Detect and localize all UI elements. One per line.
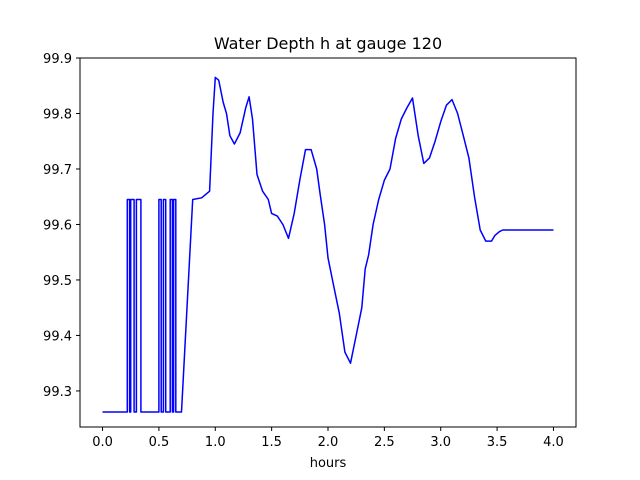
y-tick-label: 99.6 xyxy=(43,218,72,233)
x-tick-label: 1.0 xyxy=(205,435,226,450)
y-tick-label: 99.5 xyxy=(43,274,72,289)
y-tick-label: 99.4 xyxy=(43,329,72,344)
x-axis: 0.0 0.5 1.0 1.5 2.0 2.5 3.0 3.5 4.0 xyxy=(92,427,564,450)
series-line-0 xyxy=(102,76,554,413)
y-tick-label: 99.7 xyxy=(43,163,72,178)
x-tick-label: 4.0 xyxy=(543,435,564,450)
y-tick-label: 99.3 xyxy=(43,385,72,400)
x-tick-label: 2.5 xyxy=(374,435,395,450)
x-tick-label: 0.5 xyxy=(149,435,170,450)
y-tick-label: 99.9 xyxy=(43,52,72,67)
x-tick-label: 3.0 xyxy=(430,435,451,450)
x-axis-label: hours xyxy=(310,456,347,471)
x-tick-label: 2.0 xyxy=(318,435,339,450)
y-tick-label: 99.8 xyxy=(43,107,72,122)
x-tick-label: 1.5 xyxy=(261,435,282,450)
y-axis: 99.3 99.4 99.5 99.6 99.7 99.8 99.9 xyxy=(43,52,80,400)
chart-title: Water Depth h at gauge 120 xyxy=(214,34,442,53)
x-tick-label: 0.0 xyxy=(92,435,113,450)
x-tick-label: 3.5 xyxy=(487,435,508,450)
